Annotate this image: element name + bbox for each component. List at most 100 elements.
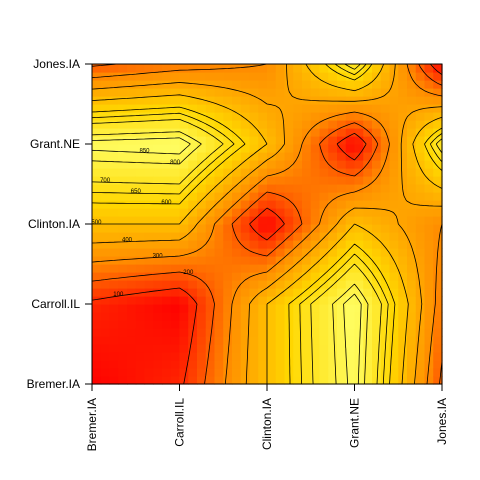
heat-cell bbox=[363, 336, 373, 345]
heat-cell bbox=[293, 176, 303, 185]
heat-cell bbox=[354, 376, 364, 385]
heat-cell bbox=[433, 64, 443, 73]
heat-cell bbox=[135, 240, 146, 249]
y-tick-label: Clinton.IA bbox=[28, 217, 80, 231]
heat-cell bbox=[118, 152, 128, 161]
heat-cell bbox=[162, 336, 172, 345]
heat-cell bbox=[363, 272, 373, 281]
heat-cell bbox=[354, 128, 364, 137]
heat-cell bbox=[179, 320, 189, 329]
heat-cell bbox=[424, 352, 434, 361]
heat-cell bbox=[389, 352, 399, 361]
heat-cell bbox=[258, 136, 268, 145]
heat-cell bbox=[109, 304, 119, 313]
heat-cell bbox=[162, 160, 172, 169]
heat-cell bbox=[92, 208, 102, 217]
heat-cell bbox=[214, 272, 224, 281]
heat-cell bbox=[398, 88, 408, 97]
heat-cell bbox=[407, 152, 417, 161]
heat-cell bbox=[92, 64, 102, 73]
heat-cell bbox=[267, 144, 277, 153]
heat-cell bbox=[127, 288, 137, 297]
heat-cell bbox=[380, 264, 391, 273]
heat-cell bbox=[153, 320, 163, 329]
heat-cell bbox=[398, 360, 408, 369]
heat-cell bbox=[162, 312, 172, 321]
x-tick-label: Grant.NE bbox=[348, 398, 362, 448]
heat-cell bbox=[275, 328, 286, 337]
heat-cell bbox=[179, 120, 189, 129]
heat-cell bbox=[205, 104, 216, 113]
heat-cell bbox=[275, 320, 286, 329]
heat-cell bbox=[284, 224, 294, 233]
heat-cell bbox=[144, 320, 154, 329]
heat-cell bbox=[118, 216, 128, 225]
heat-cell bbox=[328, 368, 338, 377]
heat-cell bbox=[302, 320, 312, 329]
heat-cell bbox=[92, 128, 102, 137]
heat-cell bbox=[197, 104, 207, 113]
heat-cell bbox=[162, 120, 172, 129]
heat-cell bbox=[380, 64, 391, 73]
heat-cell bbox=[249, 288, 259, 297]
heat-cell bbox=[170, 344, 181, 353]
heat-cell bbox=[162, 288, 172, 297]
heat-cell bbox=[118, 104, 128, 113]
heat-cell bbox=[415, 360, 426, 369]
heat-cell bbox=[135, 376, 146, 385]
heat-cell bbox=[232, 272, 242, 281]
heat-cell bbox=[127, 248, 137, 257]
heat-cell bbox=[275, 64, 286, 73]
heat-cell bbox=[372, 152, 382, 161]
heat-cell bbox=[424, 160, 434, 169]
heat-cell bbox=[135, 232, 146, 241]
heat-cell bbox=[389, 136, 399, 145]
heat-cell bbox=[223, 96, 233, 105]
heat-cell bbox=[249, 312, 259, 321]
heat-cell bbox=[407, 296, 417, 305]
heat-cell bbox=[337, 368, 347, 377]
heat-cell bbox=[337, 320, 347, 329]
heat-cell bbox=[135, 72, 146, 81]
heat-cell bbox=[293, 280, 303, 289]
heat-cell bbox=[267, 152, 277, 161]
heat-cell bbox=[144, 72, 154, 81]
heat-cell bbox=[135, 104, 146, 113]
heat-cell bbox=[92, 248, 102, 257]
heat-cell bbox=[415, 248, 426, 257]
heat-cell bbox=[267, 72, 277, 81]
heat-cell bbox=[118, 320, 128, 329]
heat-cell bbox=[144, 280, 154, 289]
heat-cell bbox=[258, 216, 268, 225]
heat-cell bbox=[258, 168, 268, 177]
heat-cell bbox=[109, 320, 119, 329]
heat-cell bbox=[188, 200, 198, 209]
heat-cell bbox=[328, 72, 338, 81]
heat-cell bbox=[214, 328, 224, 337]
heat-cell bbox=[127, 256, 137, 265]
heat-cell bbox=[389, 248, 399, 257]
heat-cell bbox=[197, 320, 207, 329]
heat-cell bbox=[100, 160, 111, 169]
heat-cell bbox=[415, 272, 426, 281]
heat-cell bbox=[258, 128, 268, 137]
heat-cell bbox=[170, 96, 181, 105]
heat-cell bbox=[249, 136, 259, 145]
heat-cell bbox=[179, 312, 189, 321]
heat-cell bbox=[302, 160, 312, 169]
heat-cell bbox=[398, 272, 408, 281]
contour-line bbox=[91, 63, 443, 385]
heat-cell bbox=[92, 88, 102, 97]
heat-cell bbox=[214, 168, 224, 177]
heat-cell bbox=[109, 240, 119, 249]
heat-cell bbox=[223, 248, 233, 257]
heat-cell bbox=[240, 352, 251, 361]
heat-cell bbox=[302, 344, 312, 353]
heat-cell bbox=[232, 320, 242, 329]
contour-line bbox=[91, 63, 443, 385]
heat-cell bbox=[197, 128, 207, 137]
heat-cell bbox=[302, 176, 312, 185]
heat-cell bbox=[249, 88, 259, 97]
heat-cell bbox=[205, 240, 216, 249]
heat-cell bbox=[267, 80, 277, 89]
